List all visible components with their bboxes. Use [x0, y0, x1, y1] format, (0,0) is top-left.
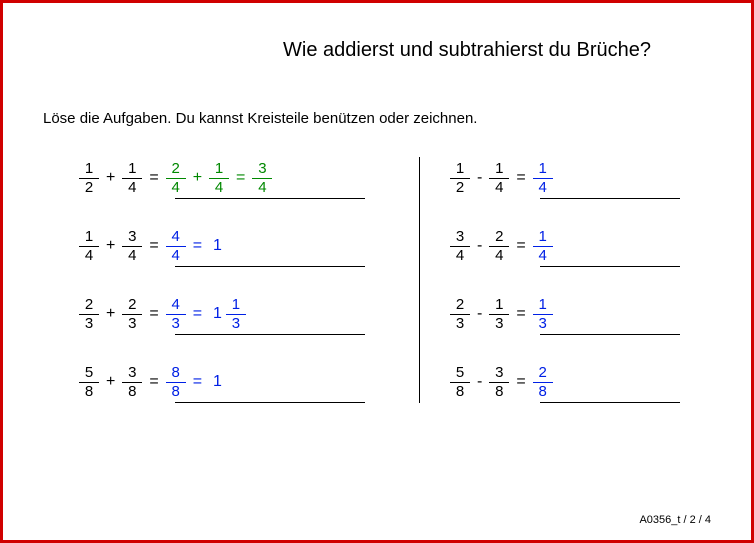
operator: - — [477, 237, 482, 255]
fraction: 34 — [122, 229, 142, 264]
equals: = — [149, 305, 158, 323]
fraction: 14 — [489, 161, 509, 196]
operator: - — [477, 305, 482, 323]
equals: = — [149, 169, 158, 187]
equals: = — [516, 237, 525, 255]
worksheet-body: 12+14=24+14=3414+34=44=123+23=43=11358+3… — [79, 153, 715, 407]
fraction: 24 — [489, 229, 509, 264]
fraction: 12 — [450, 161, 470, 196]
equals: = — [516, 305, 525, 323]
operator: + — [106, 373, 115, 391]
answer-underline — [540, 198, 680, 199]
equation-row: 34-24 = 14 — [450, 221, 680, 271]
equation-row: 58 +38 = 88 = 1 — [79, 357, 419, 407]
equals: = — [516, 373, 525, 391]
operator: - — [477, 169, 482, 187]
fraction: 38 — [122, 365, 142, 400]
equals: = — [516, 169, 525, 187]
subtraction-column: 12-14=1434-24=1423-13=1358-38=28 — [420, 153, 680, 407]
equation-row: 23-13=13 — [450, 289, 680, 339]
whole-number: 1 — [213, 237, 222, 255]
fraction: 14 — [122, 161, 142, 196]
equation-row: 12-14=14 — [450, 153, 680, 203]
fraction: 34 — [450, 229, 470, 264]
operator: - — [477, 373, 482, 391]
equals: = — [193, 237, 202, 255]
operator: + — [193, 169, 202, 187]
operator: + — [106, 169, 115, 187]
worksheet-page: Wie addierst und subtrahierst du Brüche?… — [0, 0, 754, 543]
page-title: Wie addierst und subtrahierst du Brüche? — [219, 39, 715, 62]
fraction: 44 — [166, 229, 186, 264]
fraction: 12 — [79, 161, 99, 196]
whole-number: 1 — [213, 373, 222, 391]
fraction: 14 — [533, 161, 553, 196]
page-footer: A0356_t / 2 / 4 — [639, 514, 711, 526]
fraction: 23 — [79, 297, 99, 332]
fraction: 13 — [226, 297, 246, 332]
addition-column: 12+14=24+14=3414+34=44=123+23=43=11358+3… — [79, 153, 419, 407]
operator: + — [106, 237, 115, 255]
equation-row: 12 +14 = 24 +14 = 34 — [79, 153, 419, 203]
equals: = — [236, 169, 245, 187]
equation-row: 23 +23 = 43 = 113 — [79, 289, 419, 339]
fraction: 58 — [450, 365, 470, 400]
answer-underline — [175, 266, 365, 267]
answer-underline — [540, 334, 680, 335]
fraction: 14 — [79, 229, 99, 264]
equals: = — [193, 305, 202, 323]
equals: = — [149, 373, 158, 391]
equation-row: 58-38 = 28 — [450, 357, 680, 407]
operator: + — [106, 305, 115, 323]
fraction: 14 — [209, 161, 229, 196]
instruction-text: Löse die Aufgaben. Du kannst Kreisteile … — [43, 110, 715, 127]
fraction: 43 — [166, 297, 186, 332]
answer-underline — [540, 402, 680, 403]
fraction: 24 — [166, 161, 186, 196]
equation-row: 14 +34 = 44 = 1 — [79, 221, 419, 271]
fraction: 88 — [166, 365, 186, 400]
answer-underline — [175, 198, 365, 199]
fraction: 23 — [122, 297, 142, 332]
answer-underline — [175, 402, 365, 403]
fraction: 38 — [489, 365, 509, 400]
fraction: 58 — [79, 365, 99, 400]
answer-underline — [540, 266, 680, 267]
fraction: 34 — [252, 161, 272, 196]
fraction: 23 — [450, 297, 470, 332]
equals: = — [193, 373, 202, 391]
whole-number: 1 — [213, 305, 222, 323]
fraction: 14 — [533, 229, 553, 264]
equals: = — [149, 237, 158, 255]
fraction: 28 — [533, 365, 553, 400]
fraction: 13 — [489, 297, 509, 332]
answer-underline — [175, 334, 365, 335]
fraction: 13 — [533, 297, 553, 332]
